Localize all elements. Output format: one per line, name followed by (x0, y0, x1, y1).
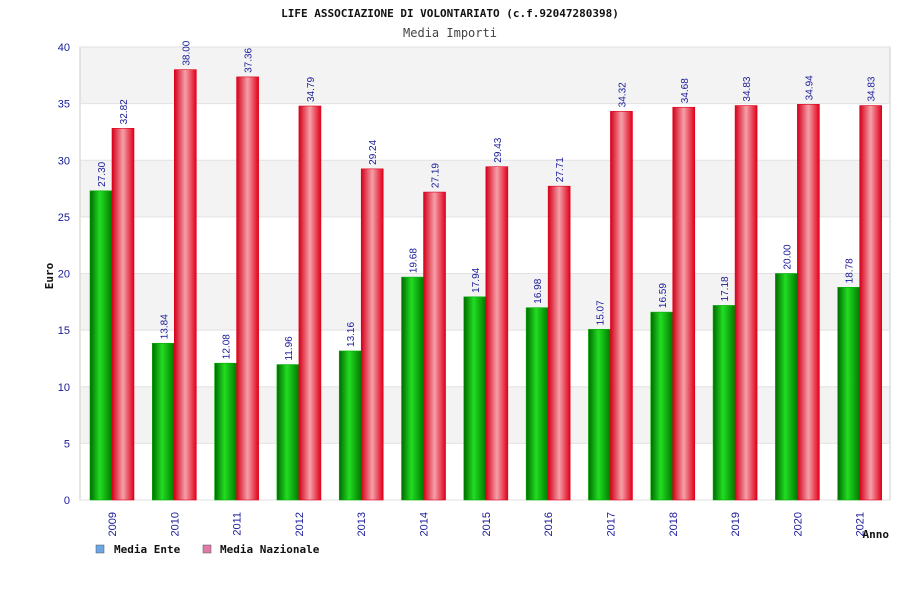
data-label-media-ente-2016: 16.98 (533, 278, 544, 303)
bar-media-ente-2011 (214, 362, 237, 501)
x-tick-label-2016: 2016 (543, 512, 555, 536)
bar-media-nazionale-2013 (360, 168, 384, 501)
bar-media-nazionale-2019 (734, 105, 758, 501)
data-label-media-nazionale-2016: 27.71 (555, 157, 566, 182)
bar-media-ente-2018 (650, 311, 674, 501)
x-axis-ticks: 2009 2010 2011 2012 2013 2014 2015 2016 2017 2018… (107, 512, 867, 536)
chart-subtitle: Media Importi (403, 26, 497, 40)
data-label-media-ente-2014: 19.68 (409, 248, 420, 273)
bar-media-ente-2015 (463, 296, 487, 501)
bar-media-ente-2019 (712, 305, 736, 501)
x-tick-label-2012: 2012 (294, 512, 306, 536)
data-label-media-ente-2009: 27.30 (97, 161, 108, 186)
bar-media-nazionale-2021 (859, 105, 882, 501)
data-label-media-nazionale-2009: 32.82 (119, 99, 130, 124)
x-tick-label-2019: 2019 (730, 512, 742, 536)
bar-media-nazionale-2016 (547, 185, 571, 501)
y-tick-label: 0 (64, 495, 70, 507)
y-tick-label: 25 (58, 212, 70, 224)
data-label-media-ente-2013: 13.16 (346, 322, 357, 347)
data-label-media-ente-2010: 13.84 (159, 314, 170, 339)
data-label-media-nazionale-2014: 27.19 (431, 163, 442, 188)
y-axis-ticks: 0 5 10 15 20 25 30 35 40 (58, 42, 70, 507)
bar-media-nazionale-2010 (174, 69, 197, 501)
data-label-media-nazionale-2021: 34.83 (867, 76, 878, 101)
data-label-media-ente-2020: 20.00 (782, 244, 793, 269)
data-label-media-ente-2015: 17.94 (471, 267, 482, 292)
x-tick-label-2011: 2011 (232, 512, 244, 536)
bar-media-nazionale-2009 (111, 128, 135, 501)
data-label-media-nazionale-2017: 34.32 (617, 82, 628, 107)
data-label-media-nazionale-2020: 34.94 (804, 75, 815, 100)
x-tick-label-2017: 2017 (605, 512, 617, 536)
x-tick-label-2015: 2015 (481, 512, 493, 536)
bar-media-nazionale-2020 (797, 104, 820, 501)
data-label-media-ente-2012: 11.96 (284, 336, 295, 361)
y-tick-label: 30 (58, 155, 70, 167)
x-tick-label-2020: 2020 (792, 512, 804, 536)
bar-media-ente-2012 (276, 364, 300, 501)
legend-label-media-nazionale: Media Nazionale (220, 543, 320, 556)
grid-band (80, 160, 890, 217)
data-label-media-nazionale-2018: 34.68 (680, 78, 691, 103)
y-tick-label: 10 (58, 382, 70, 394)
bar-media-nazionale-2018 (672, 106, 696, 501)
bar-media-ente-2013 (338, 350, 362, 501)
grid-band (80, 47, 890, 104)
data-label-media-ente-2018: 16.59 (658, 283, 669, 308)
legend-swatch-media-ente (95, 544, 105, 554)
y-tick-label: 5 (64, 438, 70, 450)
data-label-media-ente-2021: 18.78 (845, 258, 856, 283)
data-label-media-nazionale-2012: 34.79 (306, 77, 317, 102)
bar-media-nazionale-2014 (423, 191, 446, 501)
y-tick-label: 35 (58, 99, 70, 111)
legend-label-media-ente: Media Ente (114, 543, 181, 556)
data-label-media-nazionale-2010: 38.00 (181, 40, 192, 65)
bar-media-nazionale-2011 (236, 76, 259, 501)
x-tick-label-2021: 2021 (855, 512, 867, 536)
bar-media-ente-2017 (588, 329, 611, 501)
legend-swatch-media-nazionale (202, 544, 212, 554)
y-tick-label: 15 (58, 325, 70, 337)
bar-media-ente-2010 (152, 342, 175, 501)
bar-media-nazionale-2017 (610, 111, 633, 501)
bar-media-ente-2016 (525, 307, 549, 501)
data-label-media-ente-2017: 15.07 (595, 300, 606, 325)
data-label-media-nazionale-2013: 29.24 (368, 139, 379, 164)
bar-media-ente-2009 (89, 190, 113, 501)
x-axis-label: Anno (863, 528, 890, 541)
y-axis-label: Euro (43, 262, 56, 289)
y-tick-label: 20 (58, 269, 70, 281)
bar-media-ente-2014 (401, 276, 424, 501)
chart-title: LIFE ASSOCIAZIONE DI VOLONTARIATO (c.f.9… (281, 7, 619, 20)
x-tick-label-2014: 2014 (419, 512, 431, 536)
data-label-media-nazionale-2011: 37.36 (244, 47, 255, 72)
data-label-media-ente-2019: 17.18 (720, 276, 731, 301)
x-tick-label-2009: 2009 (107, 512, 119, 536)
legend: Media Ente Media Nazionale (95, 543, 320, 556)
data-label-media-nazionale-2019: 34.83 (742, 76, 753, 101)
bar-media-ente-2020 (775, 273, 798, 501)
data-label-media-nazionale-2015: 29.43 (493, 137, 504, 162)
x-tick-label-2013: 2013 (356, 512, 368, 536)
x-tick-label-2018: 2018 (668, 512, 680, 536)
bar-media-ente-2021 (837, 287, 860, 501)
x-tick-label-2010: 2010 (169, 512, 181, 536)
y-tick-label: 40 (58, 42, 70, 54)
bar-media-nazionale-2015 (485, 166, 509, 501)
bar-media-nazionale-2012 (298, 105, 322, 501)
data-label-media-ente-2011: 12.08 (222, 334, 233, 359)
bars: 27.30 32.82 13.84 38.00 12.08 37.36 11.96 34.79… (89, 40, 882, 501)
